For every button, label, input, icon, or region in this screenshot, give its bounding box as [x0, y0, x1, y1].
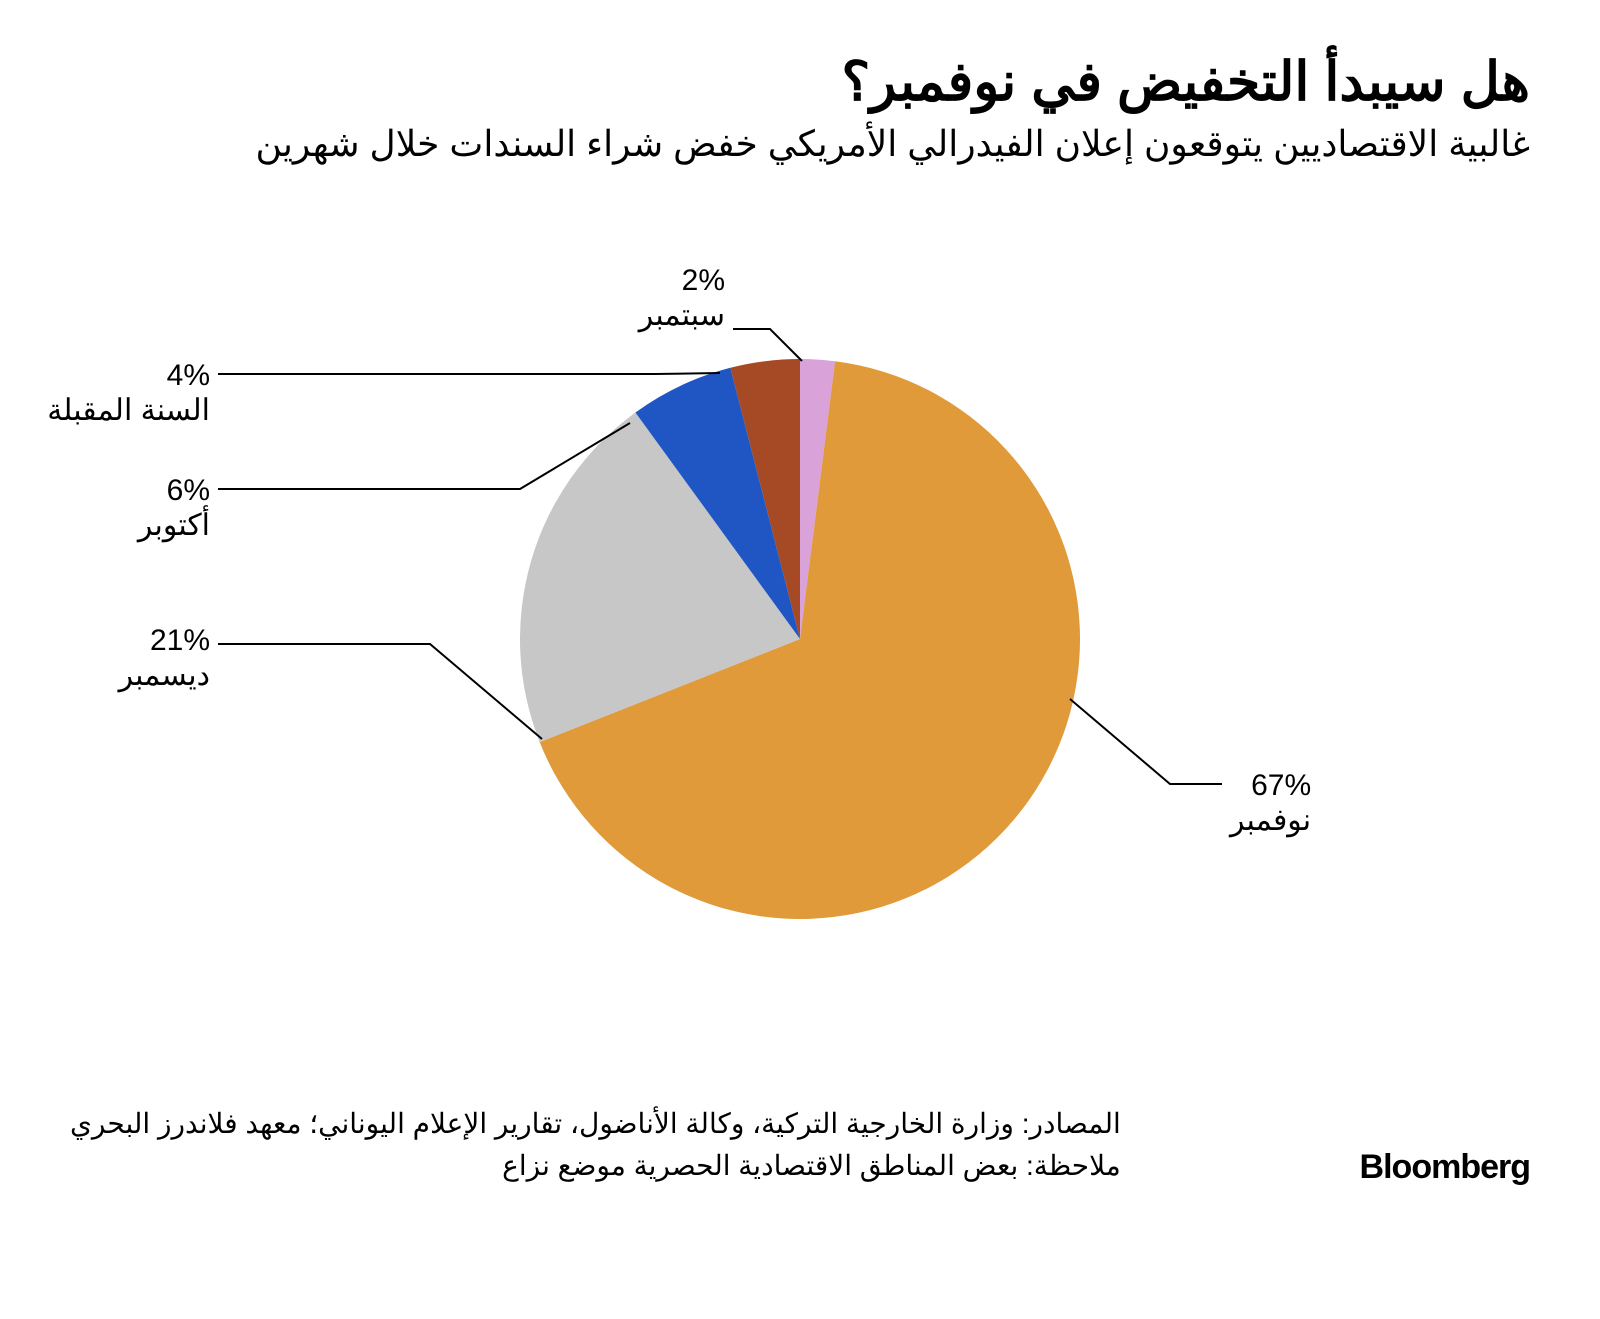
- chart-container: هل سيبدأ التخفيض في نوفمبر؟ غالبية الاقت…: [0, 0, 1600, 1227]
- slice-name: ديسمبر: [119, 658, 210, 693]
- note-text: ملاحظة: بعض المناطق الاقتصادية الحصرية م…: [70, 1145, 1121, 1187]
- slice-percent: 21%: [119, 624, 210, 658]
- pie-svg: [520, 359, 1080, 919]
- chart-title: هل سيبدأ التخفيض في نوفمبر؟: [70, 50, 1530, 115]
- slice-name: سبتمبر: [639, 298, 725, 333]
- pie-chart: 2%سبتمبر67%نوفمبر21%ديسمبر6%أكتوبر4%السن…: [520, 359, 1080, 919]
- slice-percent: 6%: [138, 474, 210, 508]
- brand-logo: Bloomberg: [1360, 1148, 1530, 1187]
- slice-name: السنة المقبلة: [47, 393, 210, 428]
- leader-line: [1070, 699, 1222, 784]
- chart-footer: Bloomberg المصادر: وزارة الخارجية التركي…: [70, 1103, 1530, 1187]
- slice-percent: 2%: [639, 264, 725, 298]
- sources-text: المصادر: وزارة الخارجية التركية، وكالة ا…: [70, 1103, 1121, 1145]
- sources-block: المصادر: وزارة الخارجية التركية، وكالة ا…: [70, 1103, 1121, 1187]
- chart-area: 2%سبتمبر67%نوفمبر21%ديسمبر6%أكتوبر4%السن…: [70, 195, 1530, 1083]
- slice-name: نوفمبر: [1230, 803, 1311, 838]
- slice-label: 21%ديسمبر: [119, 624, 210, 693]
- slice-name: أكتوبر: [138, 508, 210, 543]
- chart-subtitle: غالبية الاقتصاديين يتوقعون إعلان الفيدرا…: [70, 123, 1530, 165]
- leader-line: [733, 329, 802, 361]
- leader-line: [218, 644, 542, 739]
- slice-label: 2%سبتمبر: [639, 264, 725, 333]
- slice-label: 4%السنة المقبلة: [47, 359, 210, 428]
- slice-percent: 4%: [47, 359, 210, 393]
- slice-label: 67%نوفمبر: [1230, 769, 1311, 838]
- slice-percent: 67%: [1230, 769, 1311, 803]
- slice-label: 6%أكتوبر: [138, 474, 210, 543]
